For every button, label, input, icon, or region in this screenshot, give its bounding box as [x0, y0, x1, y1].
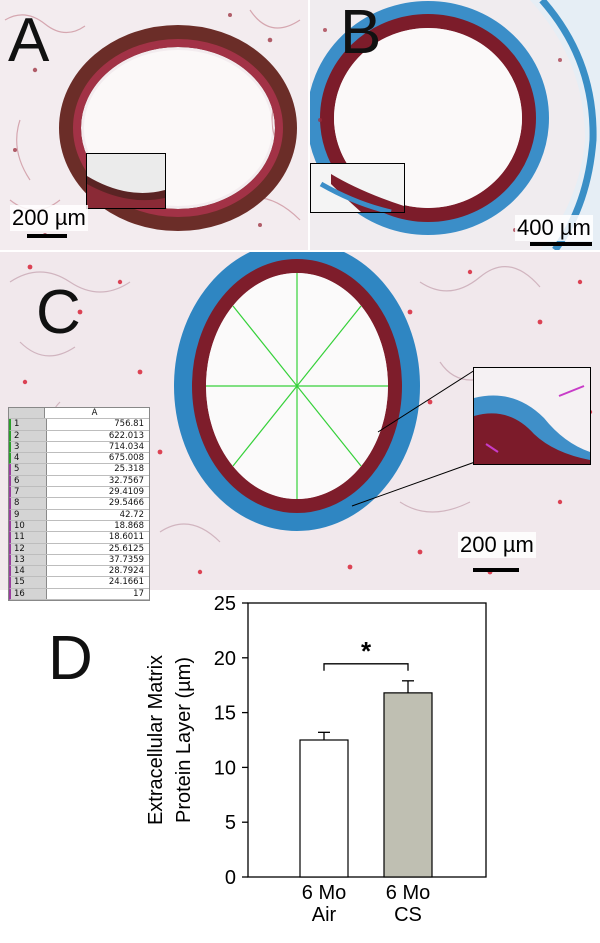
measurement-table-row-value: 32.7567: [108, 475, 144, 486]
panel-a-scale-label: 200 µm: [10, 205, 88, 231]
y-tick-label: 25: [214, 593, 236, 615]
significance-marker: *: [361, 636, 372, 666]
measurement-table-row: 2 622.013: [9, 430, 149, 442]
panel-d-letter: D: [48, 624, 93, 693]
measurement-table-row: 7 29.4109: [9, 487, 149, 499]
measurement-table-row: 16 17: [9, 588, 149, 601]
x-tick-label: 6 Mo: [386, 882, 430, 904]
measurement-table-row-index: 14: [11, 566, 47, 577]
measurement-table-row-value: 18.6011: [108, 532, 144, 543]
measurement-table-row: 10 18.868: [9, 520, 149, 533]
panel-b-inset: [310, 163, 405, 213]
measurement-table-column-label: A: [91, 408, 98, 418]
bar-cs: [383, 692, 433, 878]
measurement-table-row-value: 28.7924: [108, 566, 144, 577]
panel-b-scale-bar: [530, 242, 592, 246]
measurement-table-row-value: 37.7359: [108, 554, 144, 565]
panel-a-letter: A: [8, 6, 50, 75]
measurement-table: A 1 756.81 2 622.013 3 714.034 4 675.008 5 25.318…: [8, 407, 150, 602]
measurement-table-row: 8 29.5466: [9, 498, 149, 510]
x-tick-label: 6 Mo: [302, 882, 346, 904]
bar-air: [299, 739, 349, 878]
panel-b-micrograph: B 400 µm: [310, 0, 600, 250]
y-tick-label: 20: [214, 648, 236, 670]
measurement-table-row-value: 17: [133, 588, 144, 599]
measurement-table-row-value: 622.013: [108, 430, 144, 441]
x-tick-label: CS: [394, 904, 422, 926]
measurement-table-row-value: 42.72: [119, 509, 144, 520]
measurement-table-row: 3 714.034: [9, 441, 149, 454]
measurement-table-row-index: 12: [11, 543, 47, 554]
panel-c-scale-bar: [473, 568, 519, 572]
measurement-table-row-value: 675.008: [108, 453, 144, 464]
y-tick-label: 10: [214, 757, 236, 779]
measurement-table-row-value: 756.81: [114, 419, 144, 430]
measurement-table-row: 11 18.6011: [9, 532, 149, 544]
panel-a-micrograph: A 200 µm: [0, 0, 308, 250]
measurement-table-row: 1 756.81: [9, 419, 149, 431]
panel-d-chart: D 0 5 10 15 20 25 6 Mo Air 6 Mo CS * Extracellular …: [0, 590, 600, 943]
measurement-table-row-index: 1: [11, 419, 47, 430]
measurement-table-row: 9 42.72: [9, 509, 149, 521]
measurement-table-row-index: 4: [11, 453, 47, 464]
panel-c-letter: C: [36, 278, 81, 347]
y-axis-label: Extracellular Matrix: [145, 655, 167, 825]
y-tick-label: 15: [214, 703, 236, 725]
y-axis-label: Protein Layer (µm): [173, 657, 195, 823]
measurement-table-row: 14 28.7924: [9, 566, 149, 578]
panel-a-scale-bar: [27, 234, 67, 238]
measurement-table-row-index: 9: [11, 509, 47, 520]
measurement-table-row: 5 25.318: [9, 464, 149, 476]
measurement-table-row: 4 675.008: [9, 453, 149, 465]
panel-b-letter: B: [340, 0, 382, 67]
significance-bracket: [323, 663, 409, 671]
panel-b-scale-label: 400 µm: [515, 215, 593, 241]
y-tick-label: 0: [225, 867, 236, 889]
measurement-table-row-index: 16: [11, 588, 47, 600]
measurement-table-row-value: 714.034: [108, 441, 144, 452]
panel-a-inset: [86, 153, 166, 209]
measurement-table-row-index: 8: [11, 498, 47, 509]
measurement-table-row-index: 2: [11, 430, 47, 441]
measurement-table-body: 1 756.81 2 622.013 3 714.034 4 675.008 5 25.318 6 3…: [9, 419, 149, 601]
x-tick-label: Air: [312, 904, 337, 926]
y-tick-label: 5: [225, 812, 236, 834]
measurement-table-row: 12 25.6125: [9, 543, 149, 555]
measurement-table-row-index: 13: [11, 554, 47, 566]
measurement-table-row-index: 3: [11, 441, 47, 453]
measurement-table-row-index: 6: [11, 475, 47, 487]
measurement-table-row-value: 24.1661: [108, 577, 144, 588]
measurement-table-row-value: 18.868: [114, 520, 144, 531]
measurement-table-row-value: 29.5466: [108, 498, 144, 509]
measurement-table-row-index: 11: [11, 532, 47, 543]
measurement-table-row-value: 25.6125: [108, 543, 144, 554]
measurement-table-header: A: [9, 408, 149, 420]
measurement-table-row-index: 5: [11, 464, 47, 475]
panel-c-scale-label: 200 µm: [458, 532, 536, 558]
measurement-table-row: 15 24.1661: [9, 577, 149, 589]
plot-frame: [247, 602, 487, 878]
measurement-table-row-value: 29.4109: [108, 487, 144, 498]
measurement-table-row: 6 32.7567: [9, 475, 149, 488]
measurement-table-row: 13 37.7359: [9, 554, 149, 567]
measurement-table-row-index: 15: [11, 577, 47, 588]
measurement-table-row-value: 25.318: [114, 464, 144, 475]
panel-c-inset: [473, 367, 591, 465]
measurement-table-row-index: 7: [11, 487, 47, 498]
measurement-table-row-index: 10: [11, 520, 47, 532]
